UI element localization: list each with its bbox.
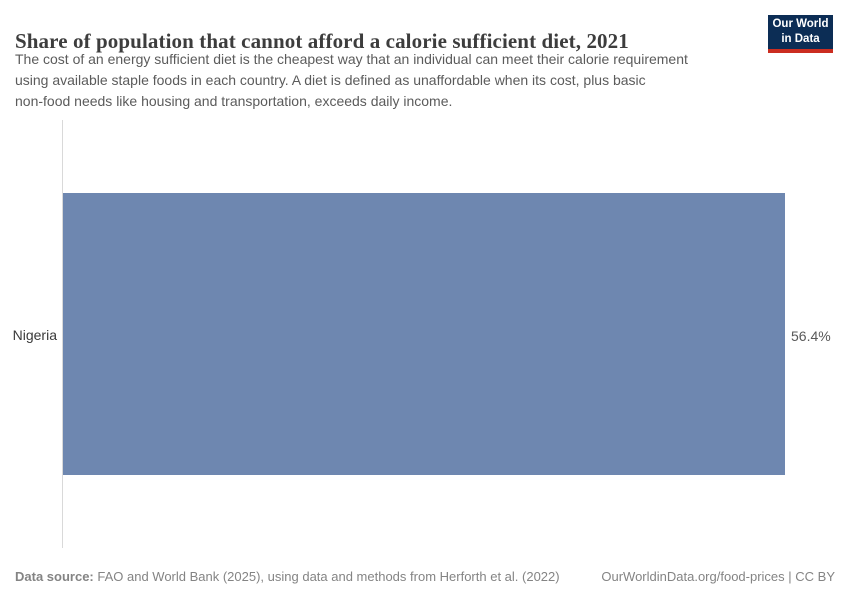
footer-link[interactable]: OurWorldinData.org/food-prices | CC BY [601, 569, 835, 584]
subtitle-line-2: using available staple foods in each cou… [15, 72, 646, 88]
value-label-nigeria: 56.4% [791, 328, 831, 344]
subtitle-line-3: non-food needs like housing and transpor… [15, 93, 453, 109]
owid-logo-line-2: in Data [781, 33, 820, 45]
data-source-text: FAO and World Bank (2025), using data an… [93, 569, 560, 584]
owid-logo-line-1: Our World [772, 18, 829, 30]
data-source-note: Data source: FAO and World Bank (2025), … [15, 568, 560, 585]
y-axis-line [62, 120, 63, 548]
data-source-label: Data source: [15, 569, 94, 584]
subtitle-line-1: The cost of an energy sufficient diet is… [15, 51, 688, 67]
chart-footer: Data source: FAO and World Bank (2025), … [15, 568, 835, 585]
entity-label-nigeria: Nigeria [12, 327, 57, 343]
bar-nigeria[interactable] [63, 193, 785, 475]
chart-title: Share of population that cannot afford a… [15, 29, 629, 54]
chart-subtitle: The cost of an energy sufficient diet is… [15, 49, 735, 112]
owid-logo[interactable]: Our World in Data [768, 15, 833, 53]
